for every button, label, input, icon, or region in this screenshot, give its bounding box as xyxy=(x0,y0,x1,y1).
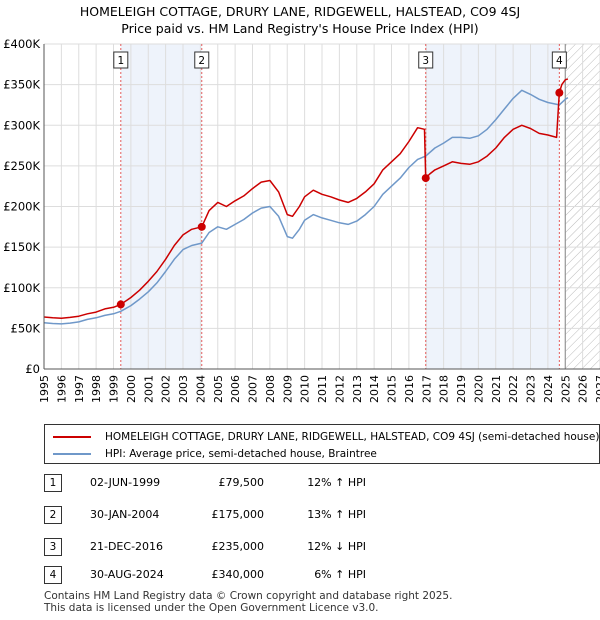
x-tick-label: 2019 xyxy=(455,375,468,403)
sale-point xyxy=(421,174,430,183)
x-tick-label: 2024 xyxy=(542,375,555,403)
sale-point xyxy=(116,300,125,309)
x-tick-label: 2005 xyxy=(212,375,225,403)
sale-row: 1 02-JUN-1999 £79,500 12% ↑ HPI xyxy=(44,474,444,494)
sale-date: 21-DEC-2016 xyxy=(90,540,164,553)
x-tick-label: 2017 xyxy=(420,375,433,403)
x-tick-label: 2009 xyxy=(281,375,294,403)
legend-item-hpi: HPI: Average price, semi-detached house,… xyxy=(53,446,377,462)
sale-hpi-diff: 12% ↓ HPI xyxy=(307,540,366,553)
x-tick-label: 2025 xyxy=(559,375,572,403)
y-tick-label: £200K xyxy=(3,200,40,214)
sale-label: 1 xyxy=(117,55,124,67)
sale-number-badge: 4 xyxy=(44,566,62,584)
sale-price: £235,000 xyxy=(211,540,265,553)
hpi-line xyxy=(43,89,569,325)
x-tick-label: 2013 xyxy=(351,375,364,403)
x-tick-label: 2003 xyxy=(177,375,190,403)
y-tick-label: £400K xyxy=(3,37,40,51)
x-tick-label: 1998 xyxy=(90,375,103,403)
sale-point xyxy=(555,88,564,97)
x-tick-label: 2001 xyxy=(142,375,155,403)
x-tick-label: 2011 xyxy=(316,375,329,403)
x-tick-label: 2007 xyxy=(247,375,260,403)
y-tick-label: £250K xyxy=(3,159,40,173)
sale-hpi-diff: 6% ↑ HPI xyxy=(314,568,366,581)
sale-date: 02-JUN-1999 xyxy=(90,476,161,489)
x-tick-label: 2014 xyxy=(368,375,381,403)
sale-price: £79,500 xyxy=(218,476,265,489)
legend-label-hpi: HPI: Average price, semi-detached house,… xyxy=(105,448,377,460)
property-price-line xyxy=(43,78,569,319)
sale-row: 3 21-DEC-2016 £235,000 12% ↓ HPI xyxy=(44,538,444,558)
legend-swatch-property xyxy=(53,436,91,438)
sale-label-box xyxy=(194,51,210,69)
x-tick-label: 2010 xyxy=(299,375,312,403)
x-tick-label: 2000 xyxy=(125,375,138,403)
y-tick-label: £50K xyxy=(11,321,41,335)
sale-point xyxy=(197,222,206,231)
x-tick-label: 1996 xyxy=(55,375,68,403)
footer-copyright: Contains HM Land Registry data © Crown c… xyxy=(44,590,453,602)
sale-hpi-diff: 12% ↑ HPI xyxy=(307,476,366,489)
x-tick-label: 2027 xyxy=(594,375,600,403)
x-tick-label: 2018 xyxy=(438,375,451,403)
chart-title: HOMELEIGH COTTAGE, DRURY LANE, RIDGEWELL… xyxy=(79,4,521,19)
chart-subtitle: Price paid vs. HM Land Registry's House … xyxy=(121,21,479,36)
sale-hpi-diff: 13% ↑ HPI xyxy=(307,508,366,521)
footer-license: This data is licensed under the Open Gov… xyxy=(44,602,379,614)
legend-label-property: HOMELEIGH COTTAGE, DRURY LANE, RIDGEWELL… xyxy=(105,431,600,443)
x-tick-label: 2002 xyxy=(160,375,173,403)
x-tick-label: 2015 xyxy=(386,375,399,403)
x-tick-label: 2022 xyxy=(507,375,520,403)
sale-label: 4 xyxy=(556,55,563,67)
y-tick-label: £100K xyxy=(3,281,40,295)
sale-label: 3 xyxy=(422,55,429,67)
sale-date: 30-JAN-2004 xyxy=(90,508,160,521)
x-tick-label: 2020 xyxy=(472,375,485,403)
sale-date: 30-AUG-2024 xyxy=(90,568,164,581)
sale-number-badge: 1 xyxy=(44,474,62,492)
sale-number-badge: 3 xyxy=(44,538,62,556)
sale-row: 2 30-JAN-2004 £175,000 13% ↑ HPI xyxy=(44,506,444,526)
x-tick-label: 1999 xyxy=(108,375,121,403)
sale-price: £340,000 xyxy=(211,568,265,581)
x-tick-label: 2004 xyxy=(194,375,207,403)
x-tick-label: 2026 xyxy=(577,375,590,403)
x-tick-label: 1995 xyxy=(38,375,51,403)
legend-item-property: HOMELEIGH COTTAGE, DRURY LANE, RIDGEWELL… xyxy=(53,429,599,445)
y-tick-label: £150K xyxy=(3,240,40,254)
x-tick-label: 2021 xyxy=(490,375,503,403)
y-tick-label: £300K xyxy=(3,118,40,132)
sale-label-box xyxy=(113,51,129,69)
x-tick-label: 2016 xyxy=(403,375,416,403)
sale-label-box xyxy=(418,51,434,69)
y-tick-label: £350K xyxy=(3,78,40,92)
sale-label: 2 xyxy=(198,55,205,67)
sale-row: 4 30-AUG-2024 £340,000 6% ↑ HPI xyxy=(44,566,444,586)
x-tick-label: 1997 xyxy=(73,375,86,403)
legend-swatch-hpi xyxy=(53,453,91,455)
x-tick-label: 2012 xyxy=(333,375,346,403)
sale-label-box xyxy=(551,51,567,69)
sale-price: £175,000 xyxy=(211,508,265,521)
x-tick-label: 2008 xyxy=(264,375,277,403)
y-tick-label: £0 xyxy=(25,362,40,376)
x-tick-label: 2006 xyxy=(229,375,242,403)
sale-number-badge: 2 xyxy=(44,506,62,524)
chart-legend: HOMELEIGH COTTAGE, DRURY LANE, RIDGEWELL… xyxy=(44,424,600,464)
price-chart: 1 2 3 4 £0 £50K £100K £150K £200K £250K £300K £350K… xyxy=(3,37,600,403)
x-tick-label: 2023 xyxy=(525,375,538,403)
